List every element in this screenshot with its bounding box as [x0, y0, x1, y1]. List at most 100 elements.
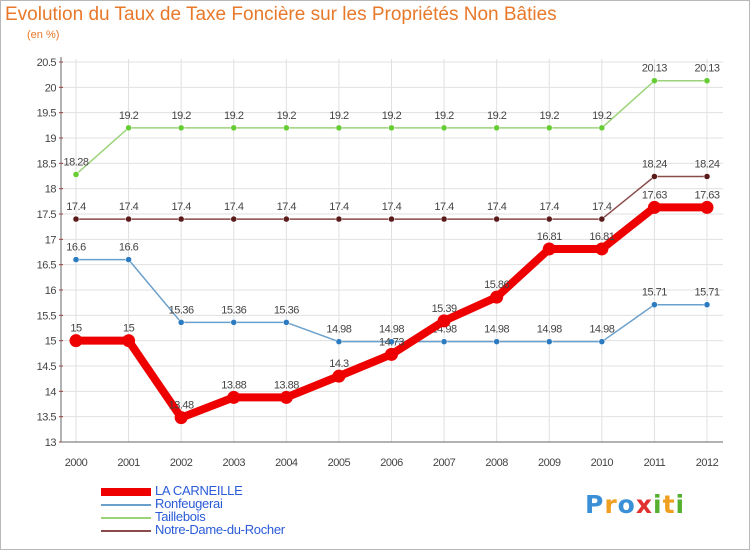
- y-tick-label: 17: [45, 234, 57, 246]
- data-label: 16.6: [119, 242, 139, 254]
- data-point: [385, 347, 398, 361]
- data-label: 17.63: [694, 189, 719, 201]
- data-label: 15: [70, 323, 82, 335]
- data-point: [335, 215, 343, 223]
- data-point: [598, 338, 606, 345]
- data-point: [332, 369, 346, 383]
- data-label: 17.4: [119, 201, 139, 213]
- data-point: [546, 338, 553, 345]
- data-point: [388, 124, 395, 132]
- data-label: 13.88: [274, 379, 299, 391]
- data-point: [69, 334, 83, 348]
- data-point: [283, 319, 290, 326]
- data-point: [72, 171, 80, 178]
- data-label: 17.4: [224, 201, 244, 213]
- data-point: [703, 173, 711, 180]
- legend-label: Notre-Dame-du-Rocher: [155, 522, 285, 537]
- data-point: [388, 338, 395, 345]
- y-tick-label: 19.5: [37, 108, 57, 120]
- y-tick-label: 20: [45, 82, 57, 94]
- data-label: 15.36: [221, 304, 246, 316]
- data-label: 17.4: [592, 201, 612, 213]
- x-tick-label: 2006: [380, 457, 403, 469]
- data-label: 15.86: [484, 279, 509, 291]
- y-tick-label: 19: [45, 133, 57, 145]
- data-point: [703, 77, 711, 84]
- legend-label: Taillebois: [155, 509, 206, 524]
- y-tick-label: 13.5: [37, 412, 57, 424]
- x-tick-label: 2010: [591, 457, 614, 469]
- data-label: 19.2: [329, 110, 349, 122]
- data-point: [595, 242, 609, 256]
- logo-letter: P: [585, 490, 605, 519]
- data-point: [598, 124, 606, 132]
- x-tick-label: 2002: [170, 457, 193, 469]
- y-tick-label: 16: [45, 285, 57, 297]
- data-label: 14.98: [589, 324, 614, 336]
- data-label: 18.24: [694, 159, 719, 171]
- data-label: 15.71: [694, 287, 719, 299]
- data-label: 14.98: [326, 324, 351, 336]
- logo-letter: x: [635, 490, 653, 519]
- data-point: [546, 124, 553, 132]
- data-label: 13.88: [221, 379, 246, 391]
- legend-swatch: [101, 517, 151, 519]
- logo-letter: i: [653, 490, 663, 519]
- data-label: 20.13: [694, 63, 719, 75]
- x-tick-label: 2001: [117, 457, 140, 469]
- logo-letter: i: [675, 490, 686, 519]
- data-point: [72, 215, 80, 223]
- data-label: 14.3: [329, 358, 349, 370]
- data-point: [651, 173, 658, 180]
- data-point: [283, 124, 290, 132]
- data-label: 14.98: [537, 324, 562, 336]
- data-label: 15.36: [169, 304, 194, 316]
- data-point: [125, 124, 132, 132]
- legend-swatch: [101, 530, 151, 532]
- data-point: [279, 390, 293, 404]
- x-tick-label: 2005: [328, 457, 351, 469]
- x-tick-label: 2008: [485, 457, 508, 469]
- data-point: [440, 338, 448, 345]
- data-label: 17.4: [540, 201, 560, 213]
- data-point: [388, 215, 395, 223]
- data-point: [125, 256, 132, 263]
- x-tick-label: 2012: [696, 457, 719, 469]
- data-point: [230, 124, 237, 132]
- data-label: 19.2: [277, 110, 297, 122]
- data-label: 19.2: [487, 110, 507, 122]
- y-tick-label: 14: [45, 386, 57, 398]
- data-point: [177, 124, 185, 132]
- data-point: [493, 124, 500, 132]
- data-label: 17.4: [434, 201, 454, 213]
- data-point: [177, 319, 185, 326]
- data-label: 19.2: [434, 110, 454, 122]
- x-tick-label: 2011: [644, 457, 666, 469]
- data-label: 17.4: [329, 201, 349, 213]
- data-label: 19.2: [119, 110, 139, 122]
- data-label: 19.2: [382, 110, 402, 122]
- data-point: [598, 215, 606, 223]
- data-point: [227, 390, 241, 404]
- data-label: 17.4: [66, 201, 86, 213]
- data-label: 15.39: [432, 303, 457, 315]
- data-point: [647, 200, 661, 214]
- data-point: [177, 215, 185, 223]
- logo-letter: t: [662, 490, 676, 519]
- legend-swatch: [101, 504, 151, 506]
- data-label: 17.4: [171, 201, 191, 213]
- data-label: 14.73: [379, 336, 404, 348]
- data-label: 19.2: [224, 110, 244, 122]
- data-label: 15: [123, 323, 135, 335]
- y-unit-label: (en %): [27, 29, 60, 41]
- y-tick-label: 14.5: [37, 361, 57, 373]
- x-tick-label: 2009: [538, 457, 561, 469]
- y-tick-label: 18.5: [37, 158, 57, 170]
- data-label: 17.63: [642, 189, 667, 201]
- data-label: 19.2: [592, 110, 612, 122]
- data-label: 17.4: [382, 201, 402, 213]
- data-point: [283, 215, 290, 223]
- x-tick-label: 2007: [433, 457, 456, 469]
